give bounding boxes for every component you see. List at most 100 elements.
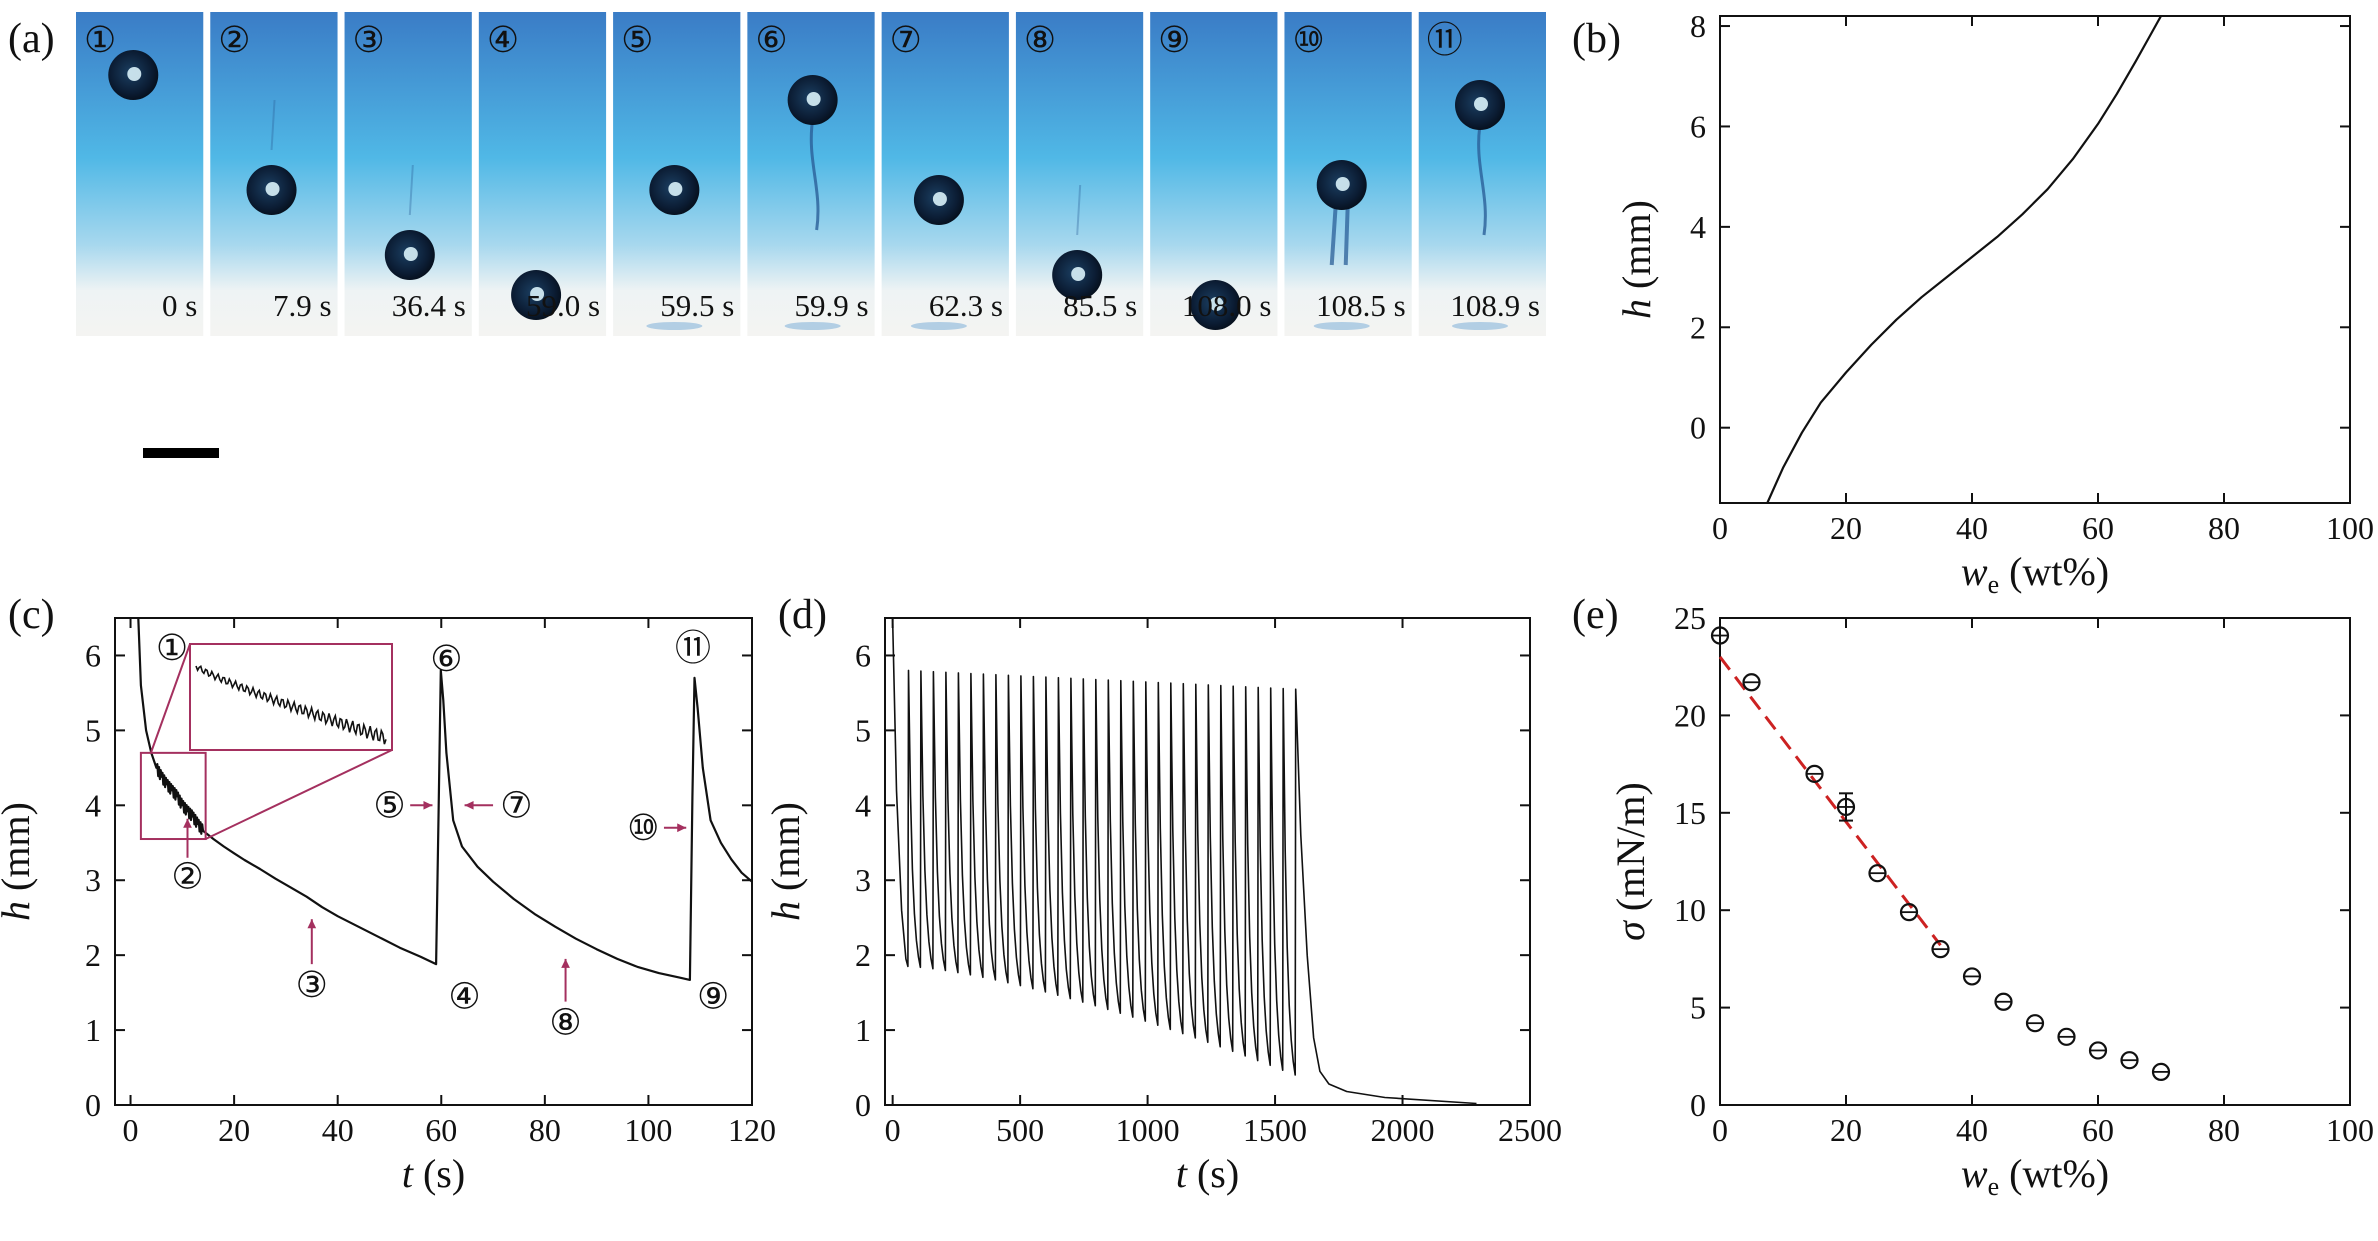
panel-c-x-tick-label: 20 <box>218 1112 250 1148</box>
frame-marker: ⑥ <box>755 20 787 60</box>
panel-c-inset-curve <box>195 665 387 745</box>
panel-e-data-point <box>1742 673 1761 692</box>
panel-e-chart: 0 20 40 60 80 100 0 5 10 15 20 25 we (wt%) σ (mN/m) <box>1608 600 2374 1201</box>
bubble-tail <box>1477 124 1487 236</box>
frame-time-label: 62.3 s <box>929 288 1003 323</box>
bubble-highlight <box>265 182 280 196</box>
surface-ripple <box>646 322 703 330</box>
panel-d-x-tick-label: 1000 <box>1116 1112 1180 1148</box>
panel-c-plot-frame <box>114 617 753 1106</box>
frame-11: ⑪ 108.9 s <box>1418 12 1546 336</box>
bubble-tail <box>1076 184 1082 236</box>
bubble-highlight <box>1474 97 1488 111</box>
panel-b-y-tick-label: 6 <box>1690 108 1706 144</box>
panel-e-x-tick-label: 100 <box>2326 1112 2374 1148</box>
panel-b-x-tick-label: 20 <box>1830 510 1862 546</box>
frame-marker: ② <box>218 20 250 60</box>
panel-e-y-tick-label: 20 <box>1674 697 1706 733</box>
frame-1: ① 0 s <box>76 12 204 336</box>
panel-c-label: (c) <box>8 592 55 638</box>
panel-c-y-tick-label: 2 <box>85 937 101 973</box>
frame-background <box>747 12 875 336</box>
panel-e-y-tick-label: 5 <box>1690 990 1706 1026</box>
panel-c-arrow-head <box>464 800 474 810</box>
panel-c-inset-box <box>189 643 393 751</box>
frame-marker: ① <box>84 20 116 60</box>
frame-marker: ⑪ <box>1427 20 1463 60</box>
panel-e-y-tick-label: 0 <box>1690 1087 1706 1123</box>
frame-marker: ⑧ <box>1024 20 1056 60</box>
panel-b-x-tick-label: 0 <box>1712 510 1728 546</box>
panel-c-arrow-head <box>561 958 570 968</box>
panel-c-y-tick-label: 5 <box>85 712 101 748</box>
surface-ripple <box>1452 322 1508 330</box>
panel-c-marker: ③ <box>296 965 328 1005</box>
frame-marker: ③ <box>353 20 385 60</box>
frame-3: ③ 36.4 s <box>344 12 472 336</box>
frame-5: ⑤ 59.5 s <box>613 12 741 336</box>
panel-e-data-point <box>2151 1062 2171 1081</box>
panel-c-y-tick-label: 4 <box>85 787 101 823</box>
panel-b-x-axis-label: we (wt%) <box>1961 549 2109 599</box>
bubble-highlight <box>806 92 821 106</box>
frame-time-label: 59.0 s <box>526 288 600 323</box>
surface-ripple <box>910 322 967 330</box>
panel-e-data-point <box>1836 797 1856 817</box>
panel-c-marker: ④ <box>448 976 480 1016</box>
panel-c-inset-connector <box>205 749 393 840</box>
bubble-tail <box>809 119 820 231</box>
frame-marker: ⑦ <box>890 20 922 60</box>
frame-7: ⑦ 62.3 s <box>881 12 1009 336</box>
panel-c-inset-connector <box>149 643 191 754</box>
panel-b-x-tick-label: 40 <box>1956 510 1988 546</box>
frame-time-label: 85.5 s <box>1063 288 1137 323</box>
frame-marker: ⑤ <box>621 20 653 60</box>
panel-e-data-point <box>2088 1041 2108 1060</box>
panel-e-data-point <box>1931 940 1950 959</box>
bubble-highlight <box>1335 177 1350 191</box>
panel-c-x-tick-label: 40 <box>322 1112 354 1148</box>
panel-c-marker: ⑦ <box>500 785 532 825</box>
panel-c-marker: ① <box>156 628 188 668</box>
panel-e-data-point <box>2025 1014 2045 1033</box>
bubble-highlight <box>127 67 142 81</box>
frame-time-label: 59.5 s <box>660 288 734 323</box>
panel-e-data-point <box>1899 903 1919 922</box>
frame-time-label: 7.9 s <box>273 288 332 323</box>
panel-d-plot-frame <box>884 617 1531 1106</box>
bubble-tail <box>1329 204 1350 266</box>
panel-b-y-axis-label: h (mm) <box>1614 200 1659 319</box>
bubble-tail <box>408 164 414 216</box>
panel-d-y-tick-label: 4 <box>855 787 871 823</box>
panel-d-x-tick-label: 0 <box>885 1112 901 1148</box>
panel-c-x-tick-label: 100 <box>624 1112 672 1148</box>
panel-e-data-point <box>2057 1027 2076 1046</box>
panel-e-data-point <box>1805 764 1824 783</box>
panel-b-y-tick-label: 4 <box>1690 209 1706 245</box>
surface-ripple <box>784 322 841 330</box>
panel-d-curve <box>891 617 1477 1105</box>
panel-b-y-tick-label: 8 <box>1690 8 1706 44</box>
frame-8: ⑧ 85.5 s <box>1015 12 1144 336</box>
panel-c-marker: ② <box>171 856 203 896</box>
panel-c-arrow-head <box>423 800 433 810</box>
panel-a-label: (a) <box>8 16 55 62</box>
bubble-highlight <box>1209 297 1224 311</box>
surface-ripple <box>1313 322 1370 330</box>
panel-b-plot-frame <box>1719 15 2351 504</box>
panel-b-x-tick-label: 60 <box>2082 510 2114 546</box>
frame-marker: ⑨ <box>1158 20 1190 60</box>
panel-c-y-tick-label: 6 <box>85 637 101 673</box>
frame-time-label: 108.9 s <box>1450 288 1540 323</box>
panel-a-image-sequence: ① 0 s ② 7.9 s ③ 36.4 s ④ 59.0 s ⑤ 59.5 s ⑥ 59.9 s ⑦ 6… <box>76 12 1546 336</box>
panel-c-arrow-head <box>307 919 317 929</box>
frame-10: ⑩ 108.5 s <box>1284 12 1412 336</box>
bubble-highlight <box>403 247 418 261</box>
frame-marker: ④ <box>487 20 519 60</box>
panel-c-y-axis-label: h (mm) <box>0 802 38 921</box>
panel-e-y-tick-label: 15 <box>1674 795 1706 831</box>
frame-background <box>344 12 472 336</box>
frame-4: ④ 59.0 s <box>478 12 607 336</box>
panel-e-data-point <box>1962 967 1982 986</box>
